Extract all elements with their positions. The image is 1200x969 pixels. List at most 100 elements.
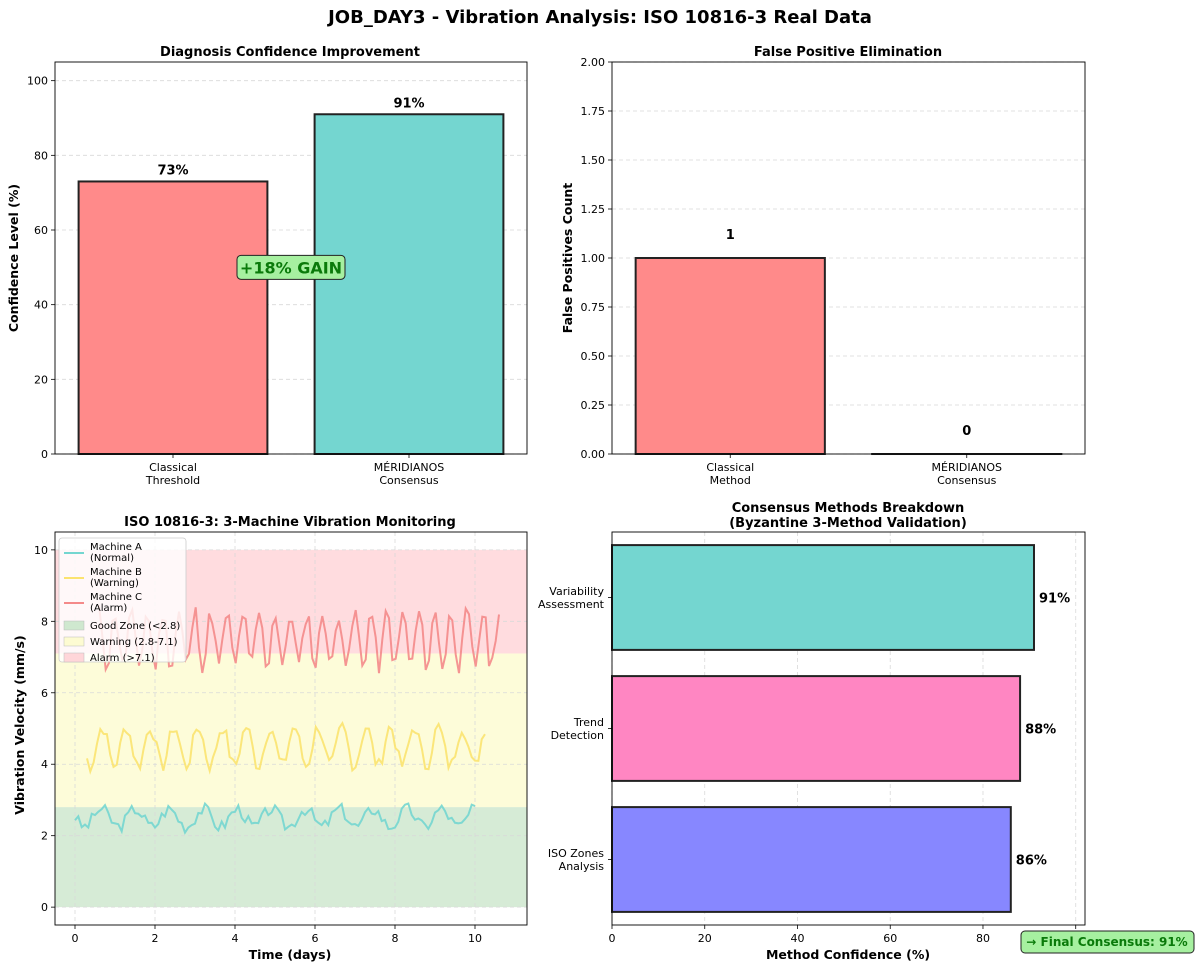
x-tick-label: 60: [883, 932, 897, 945]
x-tick-label: MÉRIDIANOS Consensus: [932, 461, 1002, 487]
x-tick-label: 4: [232, 932, 239, 945]
y-tick-label: 2: [41, 830, 48, 843]
x-tick-label: 20: [698, 932, 712, 945]
legend-label-line: (Normal): [90, 553, 134, 564]
panel-consensus-title-line2: (Byzantine 3-Method Validation): [729, 516, 967, 531]
legend-label: Machine C (Alarm): [90, 592, 142, 614]
legend-label: Machine B (Warning): [90, 567, 142, 589]
axes-frame: [54, 61, 528, 455]
legend-zone-swatch: [63, 652, 85, 663]
y-tick-label: ISO Zones Analysis: [548, 847, 604, 873]
y-tick-label: 0: [41, 901, 48, 914]
y-tick-label: 40: [34, 299, 48, 312]
panel-vibration: ISO 10816-3: 3-Machine Vibration Monitor…: [12, 515, 528, 962]
x-tick-label-line: Classical: [706, 461, 754, 474]
x-tick-label: 8: [392, 932, 399, 945]
y-tick-label: 0.75: [581, 301, 606, 314]
panel-consensus-xlabel: Method Confidence (%): [766, 947, 930, 962]
bar: [611, 806, 1012, 913]
x-tick-label-line: Method: [710, 474, 751, 487]
panel-false-positive: False Positive Elimination False Positiv…: [560, 45, 1086, 487]
y-tick-label: 0.50: [581, 350, 606, 363]
y-tick-label: 1.25: [581, 203, 606, 216]
panel-confidence-title: Diagnosis Confidence Improvement: [160, 45, 420, 60]
y-tick-label-line: Variability: [549, 585, 604, 598]
x-tick-label-line: Consensus: [937, 474, 997, 487]
final-consensus-box: [1020, 930, 1195, 954]
gain-annotation-box: [236, 254, 346, 280]
panel-vibration-title: ISO 10816-3: 3-Machine Vibration Monitor…: [124, 515, 456, 530]
x-tick-label-line: MÉRIDIANOS: [374, 461, 444, 474]
legend-label: Warning (2.8-7.1): [90, 637, 178, 648]
series-line: [74, 801, 476, 835]
y-tick-label: 100: [27, 75, 48, 88]
x-tick-label: 10: [468, 932, 482, 945]
axes-frame: [611, 61, 1086, 455]
x-tick-label: Classical Method: [706, 461, 754, 487]
x-tick-label: Classical Threshold: [145, 461, 200, 487]
axes-frame: [611, 531, 1086, 926]
y-tick-label-line: Analysis: [559, 860, 605, 873]
y-tick-label: 1.00: [581, 252, 606, 265]
bar-value-label: 91%: [1039, 592, 1070, 607]
gain-annotation-text: +18% GAIN: [240, 258, 342, 277]
y-tick-label: 80: [34, 149, 48, 162]
panel-false-positive-title: False Positive Elimination: [754, 45, 942, 60]
y-tick-label: Trend Detection: [551, 716, 604, 742]
bar: [77, 180, 269, 455]
bar: [634, 257, 826, 455]
axes-frame: [54, 531, 528, 926]
y-tick-label: 60: [34, 224, 48, 237]
series-line: [86, 721, 486, 775]
panel-confidence: Diagnosis Confidence Improvement Confide…: [6, 45, 528, 487]
legend-label-line: (Alarm): [90, 603, 127, 614]
y-tick-label: 1.50: [581, 154, 606, 167]
bar-value-label: 86%: [1016, 854, 1047, 869]
x-tick-label: MÉRIDIANOS Consensus: [374, 461, 444, 487]
bar: [313, 113, 505, 456]
bar-value-label: 1: [726, 228, 735, 243]
y-tick-label-line: Detection: [551, 729, 604, 742]
zone-band: [55, 653, 527, 808]
x-tick-label: 0: [72, 932, 79, 945]
y-tick-label: 10: [34, 544, 48, 557]
final-consensus-text: → Final Consensus: 91%: [1026, 935, 1187, 949]
x-tick-label-line: Consensus: [379, 474, 439, 487]
y-tick-label: 0: [41, 448, 48, 461]
panel-false-positive-ylabel: False Positives Count: [560, 183, 575, 334]
y-tick-label: 0.25: [581, 399, 606, 412]
legend-box: [58, 537, 187, 663]
y-tick-label: 2.00: [581, 56, 606, 69]
y-tick-label: 6: [41, 687, 48, 700]
legend-label: Good Zone (<2.8): [90, 621, 180, 632]
x-tick-label: 40: [790, 932, 804, 945]
panel-vibration-ylabel: Vibration Velocity (mm/s): [12, 635, 27, 814]
y-tick-label: 0.00: [581, 448, 606, 461]
x-tick-label-line: Threshold: [145, 474, 200, 487]
legend-label-line: Machine A: [90, 542, 142, 553]
x-tick-label: 80: [976, 932, 990, 945]
bar-value-label: 88%: [1025, 723, 1056, 738]
legend-zone-swatch: [63, 620, 85, 631]
legend-label-line: (Warning): [90, 578, 139, 589]
figure-title: JOB_DAY3 - Vibration Analysis: ISO 10816…: [326, 7, 872, 28]
legend-label-line: Machine B: [90, 567, 142, 578]
y-tick-label: 8: [41, 615, 48, 628]
x-tick-label: 0: [609, 932, 616, 945]
y-tick-label: Variability Assessment: [538, 585, 605, 611]
panel-consensus-title-line1: Consensus Methods Breakdown: [732, 501, 965, 516]
panel-confidence-ylabel: Confidence Level (%): [6, 184, 21, 332]
bar-value-label: 73%: [157, 163, 188, 178]
legend-zone-swatch: [63, 636, 85, 647]
y-tick-label: 1.75: [581, 105, 606, 118]
x-tick-label-line: Classical: [149, 461, 197, 474]
bar-value-label: 91%: [393, 96, 424, 111]
x-tick-label-line: MÉRIDIANOS: [932, 461, 1002, 474]
y-tick-label-line: Trend: [573, 716, 604, 729]
y-tick-label-line: Assessment: [538, 598, 605, 611]
legend-label: Machine A (Normal): [90, 542, 142, 564]
y-tick-label-line: ISO Zones: [548, 847, 604, 860]
panel-consensus: Consensus Methods Breakdown (Byzantine 3…: [538, 501, 1195, 962]
x-tick-label: 2: [152, 932, 159, 945]
